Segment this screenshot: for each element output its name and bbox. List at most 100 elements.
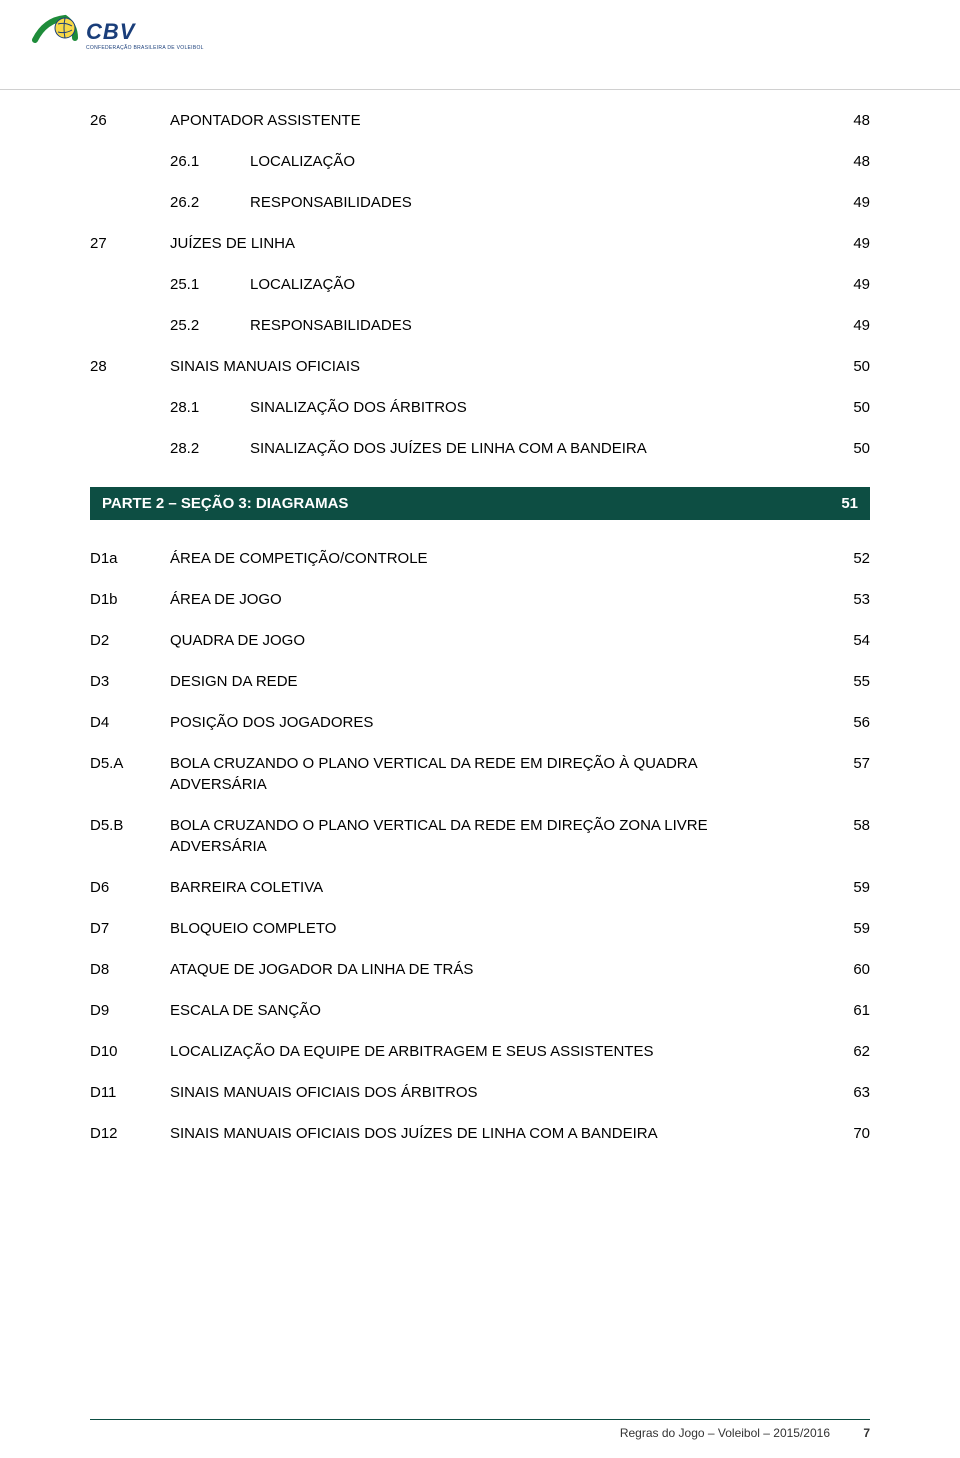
toc-code: D12 (90, 1123, 170, 1144)
toc-code: 27 (90, 233, 170, 254)
logo-text-block: CBV CONFEDERAÇÃO BRASILEIRA DE VOLEIBOL (86, 19, 204, 51)
toc-code: D3 (90, 671, 170, 692)
toc-code: D1a (90, 548, 170, 569)
page-footer: Regras do Jogo – Voleibol – 2015/2016 7 (0, 1419, 960, 1440)
toc-code: 26.1 (170, 151, 250, 172)
toc-row: D1bÁREA DE JOGO53 (90, 589, 870, 610)
toc-row: D2QUADRA DE JOGO54 (90, 630, 870, 651)
cbv-logo: CBV CONFEDERAÇÃO BRASILEIRA DE VOLEIBOL (30, 10, 930, 60)
toc-page: 49 (820, 233, 870, 254)
toc-label: LOCALIZAÇÃO DA EQUIPE DE ARBITRAGEM E SE… (170, 1041, 820, 1062)
toc-row: D5.ABOLA CRUZANDO O PLANO VERTICAL DA RE… (90, 753, 870, 795)
toc-label: DESIGN DA REDE (170, 671, 820, 692)
toc-row: 28.2SINALIZAÇÃO DOS JUÍZES DE LINHA COM … (90, 438, 870, 459)
toc-code: D6 (90, 877, 170, 898)
section-band: PARTE 2 – SEÇÃO 3: DIAGRAMAS 51 (90, 487, 870, 520)
toc-row: 28.1SINALIZAÇÃO DOS ÁRBITROS50 (90, 397, 870, 418)
toc-label: APONTADOR ASSISTENTE (170, 110, 820, 131)
toc-page: 53 (820, 589, 870, 610)
toc-page: 59 (820, 918, 870, 939)
toc-label: QUADRA DE JOGO (170, 630, 820, 651)
toc-page: 52 (820, 548, 870, 569)
toc-row: D12SINAIS MANUAIS OFICIAIS DOS JUÍZES DE… (90, 1123, 870, 1144)
toc-code: D8 (90, 959, 170, 980)
toc-page: 49 (820, 315, 870, 336)
toc-code: 28 (90, 356, 170, 377)
toc-page: 61 (820, 1000, 870, 1021)
toc-row: D4POSIÇÃO DOS JOGADORES56 (90, 712, 870, 733)
toc-page: 50 (820, 438, 870, 459)
toc-row: D3DESIGN DA REDE55 (90, 671, 870, 692)
toc-page: 50 (820, 397, 870, 418)
toc-label: BOLA CRUZANDO O PLANO VERTICAL DA REDE E… (170, 753, 820, 795)
toc-page: 63 (820, 1082, 870, 1103)
toc-label: ÁREA DE COMPETIÇÃO/CONTROLE (170, 548, 820, 569)
toc-page: 50 (820, 356, 870, 377)
toc-label: SINALIZAÇÃO DOS ÁRBITROS (250, 397, 820, 418)
toc-page: 48 (820, 110, 870, 131)
toc-code: D9 (90, 1000, 170, 1021)
toc-page: 49 (820, 192, 870, 213)
toc-code: D2 (90, 630, 170, 651)
toc-code: D5.A (90, 753, 170, 774)
toc-row: D5.BBOLA CRUZANDO O PLANO VERTICAL DA RE… (90, 815, 870, 857)
toc-code: D7 (90, 918, 170, 939)
toc-label: LOCALIZAÇÃO (250, 151, 820, 172)
toc-row: 25.2RESPONSABILIDADES49 (90, 315, 870, 336)
toc-page: 54 (820, 630, 870, 651)
toc-code: D4 (90, 712, 170, 733)
toc-page: 55 (820, 671, 870, 692)
toc-code: 26.2 (170, 192, 250, 213)
toc-label: JUÍZES DE LINHA (170, 233, 820, 254)
toc-content: 26APONTADOR ASSISTENTE4826.1LOCALIZAÇÃO4… (0, 90, 960, 1144)
toc-row: 27JUÍZES DE LINHA49 (90, 233, 870, 254)
toc-label: ATAQUE DE JOGADOR DA LINHA DE TRÁS (170, 959, 820, 980)
page-header: CBV CONFEDERAÇÃO BRASILEIRA DE VOLEIBOL (0, 0, 960, 90)
toc-label: ÁREA DE JOGO (170, 589, 820, 610)
toc-code: 25.1 (170, 274, 250, 295)
toc-page: 60 (820, 959, 870, 980)
toc-code: 28.1 (170, 397, 250, 418)
toc-label: SINAIS MANUAIS OFICIAIS (170, 356, 820, 377)
toc-label: LOCALIZAÇÃO (250, 274, 820, 295)
toc-code: D10 (90, 1041, 170, 1062)
toc-code: D11 (90, 1082, 170, 1103)
toc-label: SINAIS MANUAIS OFICIAIS DOS ÁRBITROS (170, 1082, 820, 1103)
toc-row: D10LOCALIZAÇÃO DA EQUIPE DE ARBITRAGEM E… (90, 1041, 870, 1062)
toc-label: SINALIZAÇÃO DOS JUÍZES DE LINHA COM A BA… (250, 438, 820, 459)
toc-page: 48 (820, 151, 870, 172)
toc-label: ESCALA DE SANÇÃO (170, 1000, 820, 1021)
toc-code: D1b (90, 589, 170, 610)
toc-label: SINAIS MANUAIS OFICIAIS DOS JUÍZES DE LI… (170, 1123, 820, 1144)
volleyball-icon (30, 10, 80, 60)
section-band-page: 51 (841, 495, 858, 512)
footer-page-number: 7 (850, 1426, 870, 1440)
section-band-title: PARTE 2 – SEÇÃO 3: DIAGRAMAS (102, 495, 348, 512)
toc-page: 59 (820, 877, 870, 898)
toc-page: 62 (820, 1041, 870, 1062)
toc-row: 26.1LOCALIZAÇÃO48 (90, 151, 870, 172)
toc-label: BARREIRA COLETIVA (170, 877, 820, 898)
toc-label: BLOQUEIO COMPLETO (170, 918, 820, 939)
toc-row: D8ATAQUE DE JOGADOR DA LINHA DE TRÁS60 (90, 959, 870, 980)
toc-label: POSIÇÃO DOS JOGADORES (170, 712, 820, 733)
toc-page: 49 (820, 274, 870, 295)
toc-row: 26APONTADOR ASSISTENTE48 (90, 110, 870, 131)
toc-page: 57 (820, 753, 870, 774)
toc-page: 56 (820, 712, 870, 733)
toc-label: BOLA CRUZANDO O PLANO VERTICAL DA REDE E… (170, 815, 820, 857)
toc-code: 26 (90, 110, 170, 131)
toc-row: D9ESCALA DE SANÇÃO61 (90, 1000, 870, 1021)
toc-row: 28SINAIS MANUAIS OFICIAIS50 (90, 356, 870, 377)
toc-row: D1aÁREA DE COMPETIÇÃO/CONTROLE52 (90, 548, 870, 569)
toc-code: 28.2 (170, 438, 250, 459)
toc-row: 25.1LOCALIZAÇÃO49 (90, 274, 870, 295)
toc-row: 26.2RESPONSABILIDADES49 (90, 192, 870, 213)
toc-page: 58 (820, 815, 870, 836)
toc-label: RESPONSABILIDADES (250, 192, 820, 213)
footer-text: Regras do Jogo – Voleibol – 2015/2016 (620, 1426, 830, 1440)
toc-row: D6BARREIRA COLETIVA59 (90, 877, 870, 898)
toc-row: D11SINAIS MANUAIS OFICIAIS DOS ÁRBITROS6… (90, 1082, 870, 1103)
logo-text: CBV (86, 19, 204, 45)
logo-subtext: CONFEDERAÇÃO BRASILEIRA DE VOLEIBOL (86, 45, 204, 51)
